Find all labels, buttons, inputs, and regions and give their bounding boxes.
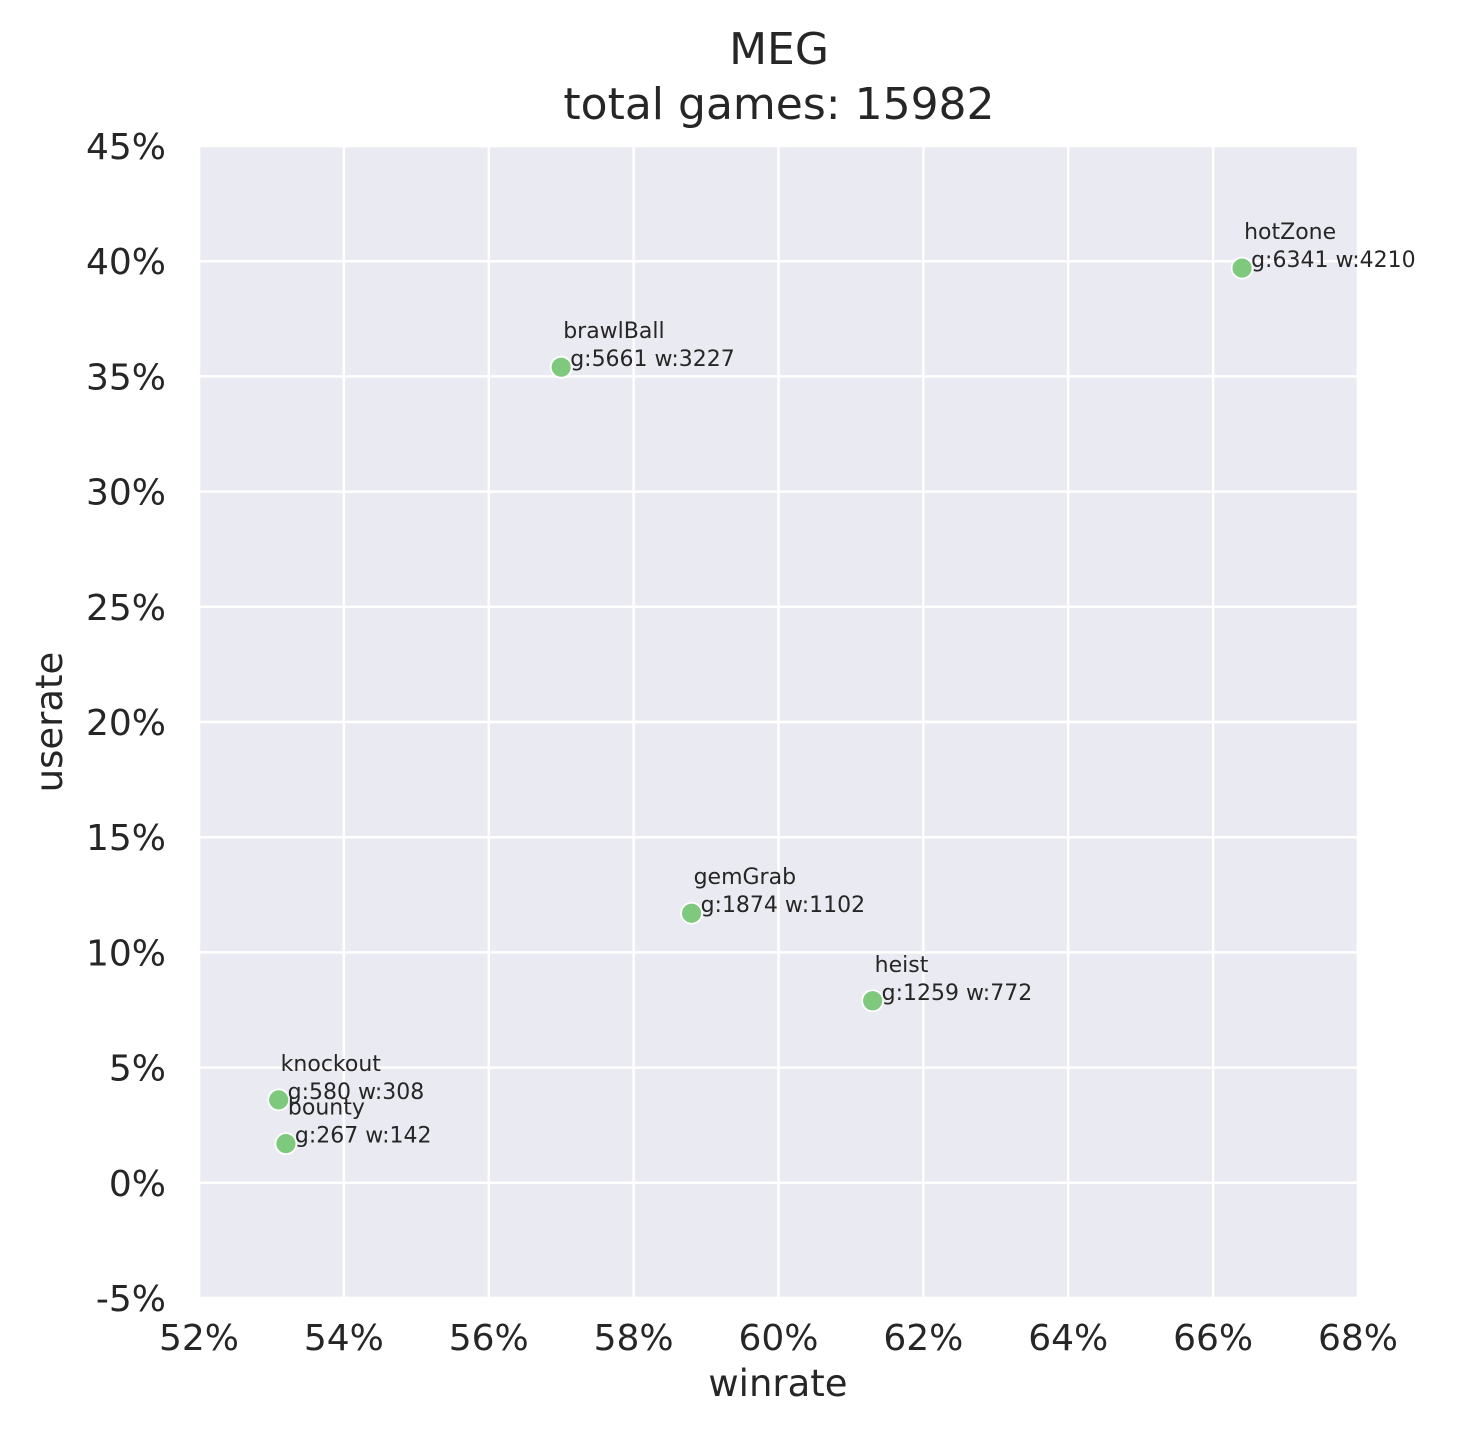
x-tick-label: 62% — [883, 1318, 963, 1359]
y-tick-label: 20% — [86, 703, 166, 744]
y-axis-label: userate — [28, 652, 71, 793]
data-point-hotZone — [1230, 256, 1254, 280]
x-tick-label: 68% — [1318, 1318, 1398, 1359]
y-tick-label: 45% — [86, 127, 166, 168]
y-tick-label: -5% — [96, 1279, 166, 1320]
point-label-brawlBall: brawlBall g:5661 w:3227 — [563, 319, 735, 372]
y-tick-label: 0% — [109, 1164, 166, 1205]
grid-lines — [197, 144, 1360, 1300]
x-tick-label: 64% — [1028, 1318, 1108, 1359]
point-label-heist: heist g:1259 w:772 — [875, 953, 1033, 1006]
data-point-bounty — [274, 1132, 298, 1156]
y-tick-label: 5% — [109, 1049, 166, 1090]
y-tick-label: 35% — [86, 357, 166, 398]
data-point-brawlBall — [549, 355, 573, 379]
tick-labels: 52% 54% 56% 58% 60% 62% 64% 66% 68% -5% 0% 5% 10% 15%… — [86, 127, 1398, 1359]
x-axis-label: winrate — [708, 1362, 847, 1405]
y-tick-label: 15% — [86, 818, 166, 859]
chart-title: MEG — [729, 24, 829, 75]
data-point-knockout — [267, 1088, 291, 1112]
y-tick-label: 40% — [86, 242, 166, 283]
y-tick-label: 30% — [86, 473, 166, 514]
y-tick-label: 10% — [86, 933, 166, 974]
x-tick-label: 66% — [1173, 1318, 1253, 1359]
data-points — [267, 256, 1254, 1156]
x-tick-label: 60% — [738, 1318, 818, 1359]
data-point-gemGrab — [680, 901, 703, 925]
chart-subtitle: total games: 15982 — [563, 79, 994, 130]
x-tick-label: 54% — [304, 1318, 384, 1359]
x-tick-label: 58% — [594, 1318, 674, 1359]
point-label-hotZone: hotZone g:6341 w:4210 — [1244, 220, 1416, 273]
point-label-gemGrab: gemGrab g:1874 w:1102 — [694, 865, 866, 918]
point-label-knockout: knockout g:580 w:308 — [281, 1052, 425, 1105]
point-label-bounty: bounty g:267 w:142 — [288, 1096, 432, 1149]
data-point-heist — [861, 989, 885, 1013]
x-tick-label: 52% — [159, 1318, 239, 1359]
point-annotations: hotZone g:6341 w:4210 brawlBall g:5661 w:32… — [281, 220, 1416, 1149]
y-tick-label: 25% — [86, 588, 166, 629]
x-tick-label: 56% — [449, 1318, 529, 1359]
